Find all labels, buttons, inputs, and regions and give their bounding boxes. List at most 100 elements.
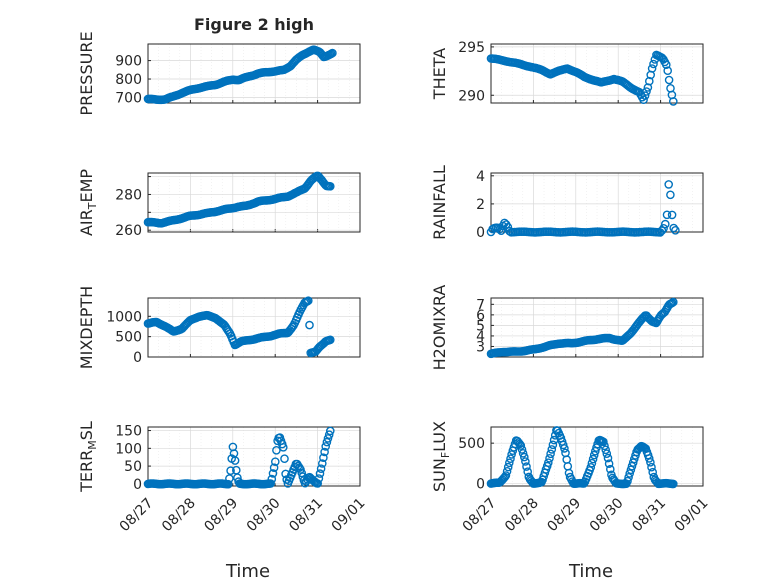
series-markers — [486, 426, 678, 489]
data-point — [324, 430, 334, 440]
y-tick-label: 0 — [476, 225, 485, 241]
data-point — [644, 454, 654, 463]
y-axis-label: TERRMSL — [77, 421, 99, 493]
data-point — [625, 469, 635, 478]
data-point — [669, 297, 678, 307]
y-tick-label: 150 — [115, 424, 142, 440]
data-point — [266, 479, 276, 488]
y-tick-label: 0 — [476, 477, 485, 493]
axes-frame — [490, 43, 704, 104]
y-label-rest: EMP — [77, 169, 96, 203]
y-tick-label: 4 — [476, 169, 485, 185]
y-tick-label: 500 — [115, 330, 142, 346]
y-tick-label: 5 — [476, 318, 485, 334]
x-tick-label: 08/31 — [629, 495, 669, 535]
x-tick-label: 08/28 — [502, 495, 542, 535]
y-tick-label: 280 — [115, 187, 142, 203]
data-point — [522, 462, 531, 471]
y-tick-label: 900 — [115, 54, 142, 70]
y-axis-label: PRESSURE — [77, 31, 96, 115]
data-point — [325, 181, 335, 191]
data-point — [521, 457, 530, 466]
data-point — [320, 447, 329, 457]
data-point — [516, 441, 526, 450]
y-tick-label: 4 — [476, 329, 485, 345]
y-tick-label: 800 — [115, 72, 142, 88]
data-point — [601, 445, 611, 455]
data-point — [587, 458, 597, 468]
axes-border — [147, 172, 361, 233]
y-tick-label: 100 — [115, 441, 142, 457]
data-point — [328, 48, 337, 58]
y-tick-label: 0 — [133, 477, 142, 493]
data-point — [602, 449, 612, 459]
y-tick-label: 2 — [476, 197, 485, 213]
y-axis-label: MIXDEPTH — [77, 286, 96, 369]
data-point — [523, 467, 533, 477]
axes-frame — [147, 426, 361, 487]
data-point — [600, 441, 609, 451]
panel-rainfall: 0 2 4 RAINFALL — [430, 165, 704, 241]
data-point — [297, 468, 307, 478]
data-point — [517, 445, 527, 454]
y-axis-label: THETA — [430, 48, 449, 100]
data-point — [317, 459, 327, 468]
x-tick-label: 08/27 — [117, 495, 157, 535]
data-point — [270, 457, 280, 467]
axes-border — [490, 426, 704, 487]
data-point — [624, 472, 633, 482]
x-axis-label: Time — [225, 561, 270, 582]
panel-air_temp: 260 280 AIRTEMP — [77, 169, 361, 239]
x-tick-label: 09/01 — [672, 495, 712, 535]
data-point — [671, 225, 680, 235]
data-point — [662, 210, 672, 220]
data-point — [280, 454, 289, 464]
data-point — [321, 442, 331, 451]
y-tick-label: 500 — [458, 436, 485, 452]
data-point — [606, 464, 615, 474]
y-label-main: AIR — [77, 209, 96, 236]
y-label-main: TERR — [77, 450, 96, 493]
data-point — [669, 223, 679, 233]
data-point — [640, 91, 650, 100]
series-markers — [486, 180, 680, 237]
data-point — [503, 462, 513, 472]
data-point — [662, 60, 671, 69]
data-point — [515, 439, 525, 449]
panel-title: Figure 2 high — [194, 15, 314, 34]
data-point — [316, 464, 326, 474]
x-tick-label: 08/27 — [460, 495, 500, 535]
data-point — [322, 437, 332, 447]
data-point — [646, 457, 655, 467]
data-point — [315, 469, 325, 478]
y-axis-label: SUNFLUX — [430, 421, 452, 492]
y-label-subscript: F — [439, 452, 452, 458]
data-point — [648, 467, 658, 477]
data-point — [314, 474, 324, 483]
data-point — [623, 476, 632, 486]
y-tick-label: 3 — [476, 339, 485, 355]
y-tick-label: 50 — [124, 459, 142, 475]
data-point — [313, 479, 323, 488]
data-point — [303, 296, 313, 306]
data-point — [518, 448, 528, 458]
data-point — [506, 454, 515, 464]
series-markers — [143, 296, 335, 358]
y-label-main: THETA — [430, 48, 449, 100]
data-point — [667, 210, 677, 220]
x-axis-label: Time — [568, 561, 613, 582]
data-point — [504, 458, 514, 468]
y-tick-label: 700 — [115, 90, 142, 106]
y-tick-label: 1000 — [106, 309, 142, 325]
y-axis-label: RAINFALL — [430, 165, 449, 240]
y-label-rest: LUX — [430, 421, 449, 452]
axes-border — [490, 43, 704, 104]
data-point — [272, 445, 281, 455]
y-axis-label: AIRTEMP — [77, 169, 99, 236]
x-tick-label: 08/29 — [201, 495, 241, 535]
axes-border — [490, 297, 704, 358]
data-point — [649, 59, 658, 69]
data-point — [603, 453, 613, 463]
